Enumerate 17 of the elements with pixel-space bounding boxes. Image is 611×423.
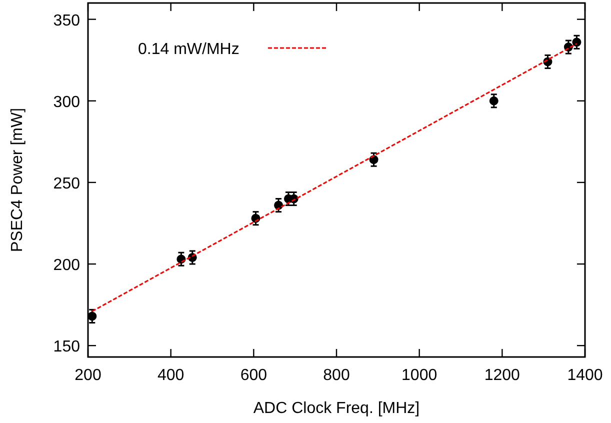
y-tick-label: 150 [53,338,80,356]
y-tick-label: 250 [53,175,80,192]
y-tick-label: 200 [53,257,80,274]
point [489,96,498,106]
x-tick-label: 1400 [567,367,603,384]
y-axis-title: PSEC4 Power [mW] [9,108,26,252]
x-tick-label: 1000 [402,367,438,384]
x-tick-label: 800 [323,367,350,384]
x-tick-label: 400 [157,367,184,384]
y-tick-label: 300 [53,94,80,111]
x-tick-label: 600 [240,367,268,384]
x-tick-label: 200 [74,367,102,384]
x-axis-title: ADC Clock Freq. [MHz] [253,400,420,417]
legend-label: 0.14 mW/MHz [138,41,240,58]
point [572,38,582,47]
x-tick-label: 1200 [484,367,520,384]
y-tick-label: 350 [53,12,80,30]
